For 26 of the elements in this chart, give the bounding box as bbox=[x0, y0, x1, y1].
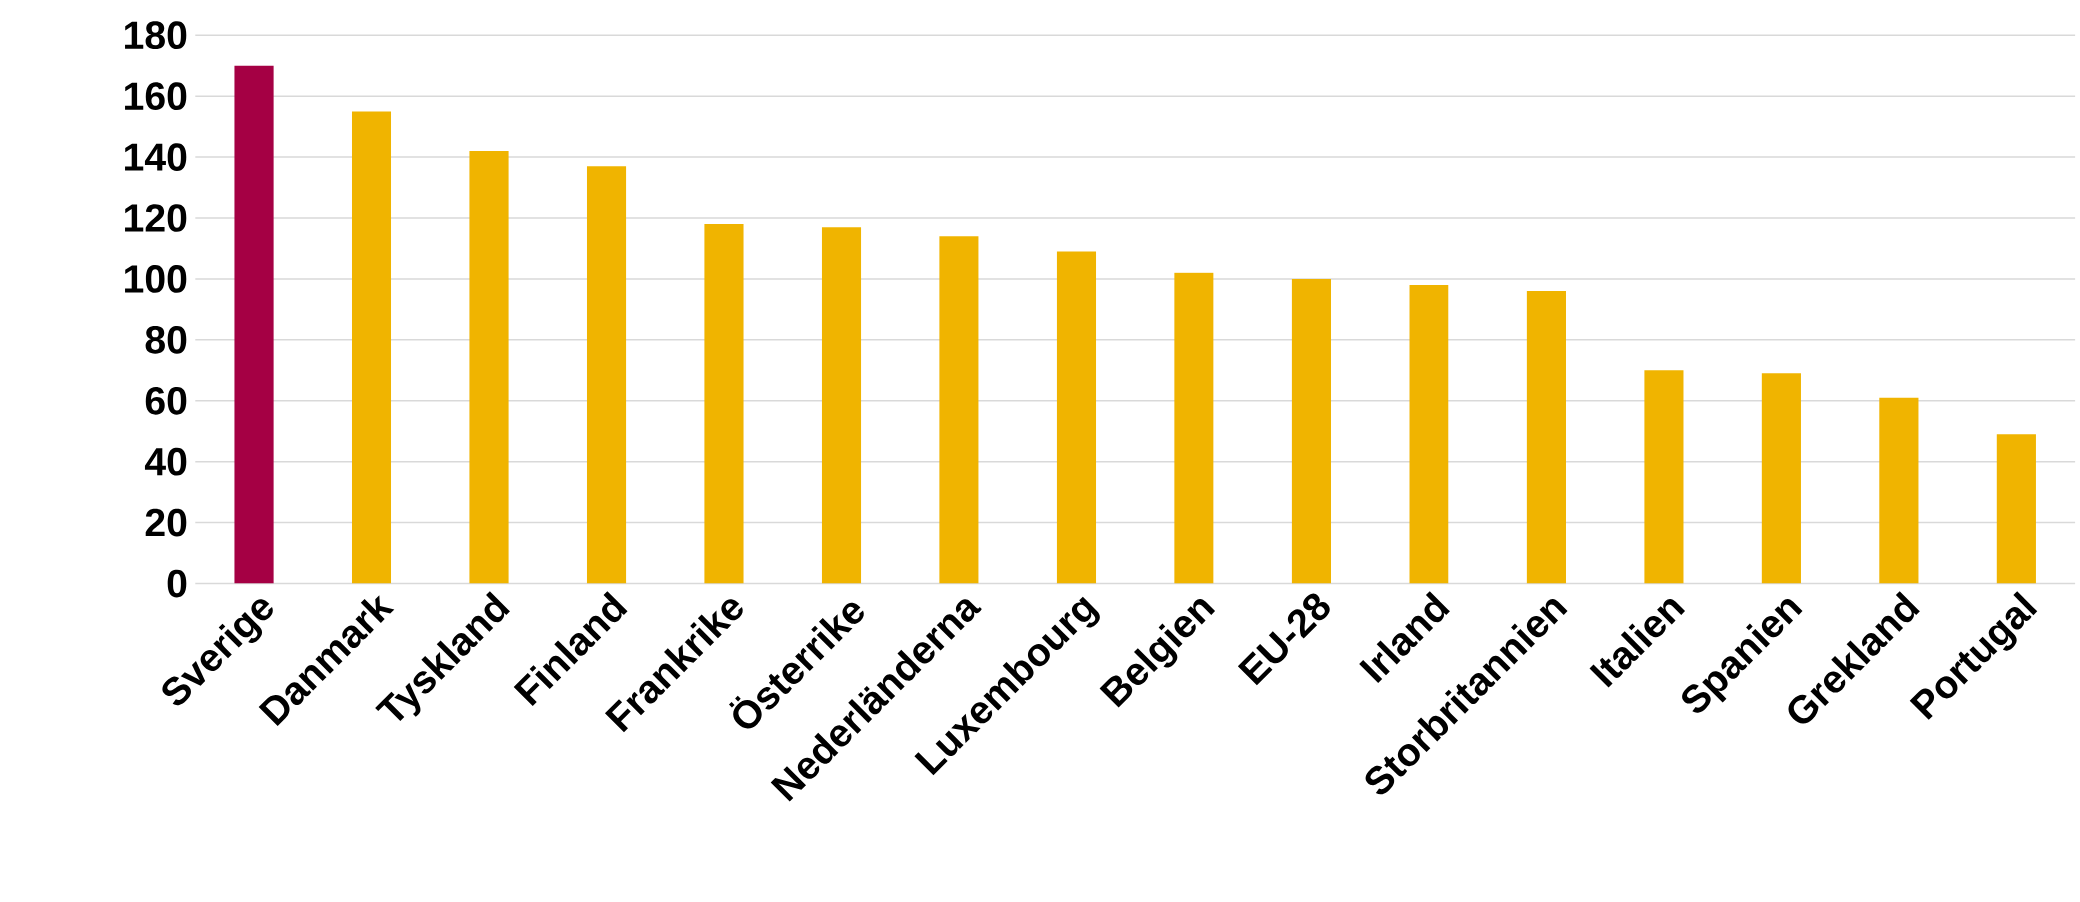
bar bbox=[351, 111, 392, 584]
bar bbox=[821, 227, 862, 584]
y-tick-label: 60 bbox=[145, 387, 187, 415]
y-tick-label: 140 bbox=[125, 143, 187, 172]
y-tick-label: 80 bbox=[145, 326, 187, 354]
bar bbox=[1879, 397, 1919, 584]
y-tick-label: 20 bbox=[145, 508, 187, 537]
y-tick-label: 180 bbox=[125, 21, 187, 50]
y-tick-label: 100 bbox=[125, 265, 187, 293]
y-tick-label: 40 bbox=[144, 447, 187, 476]
bar bbox=[1761, 373, 1801, 584]
bar bbox=[469, 151, 509, 584]
bar bbox=[234, 65, 274, 584]
bar bbox=[1409, 285, 1449, 584]
y-tick-label: 120 bbox=[125, 204, 187, 233]
bar bbox=[1056, 251, 1097, 584]
y-tick-label: 0 bbox=[167, 569, 187, 598]
bar bbox=[1644, 370, 1684, 584]
y-tick-label: 160 bbox=[125, 82, 187, 111]
bar bbox=[1996, 434, 2036, 584]
bar bbox=[1526, 291, 1566, 584]
bar bbox=[586, 166, 627, 584]
bar bbox=[704, 224, 744, 584]
bar bbox=[1291, 279, 1332, 584]
bar bbox=[939, 236, 979, 584]
bar bbox=[1174, 272, 1214, 584]
